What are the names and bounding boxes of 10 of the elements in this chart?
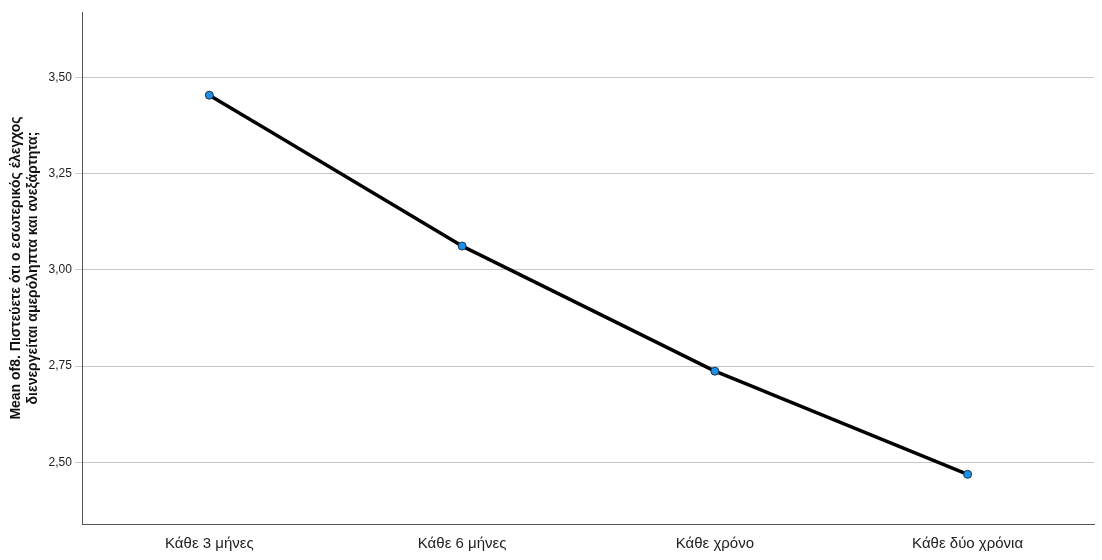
- y-tick-label: 3,00: [48, 262, 73, 277]
- y-axis-title: Mean of8. Πιστεύετε ότι ο εσωτερικός έλεγχος διενεργείται αμερόληπτα και ανεξάρτητα;: [7, 116, 41, 420]
- x-tick-label: Κάθε 6 μήνες: [417, 534, 507, 552]
- x-tick-label: Κάθε 3 μήνες: [165, 534, 254, 552]
- x-tick-label: Κάθε χρόνο: [675, 534, 754, 552]
- y-tick-label: 2,75: [48, 358, 73, 373]
- y-tick-label: 3,50: [48, 69, 73, 84]
- y-tick-label: 2,50: [48, 454, 73, 469]
- x-tick-label: Κάθε δύο χρόνια: [912, 534, 1024, 552]
- y-tick-label: 3,25: [48, 166, 73, 180]
